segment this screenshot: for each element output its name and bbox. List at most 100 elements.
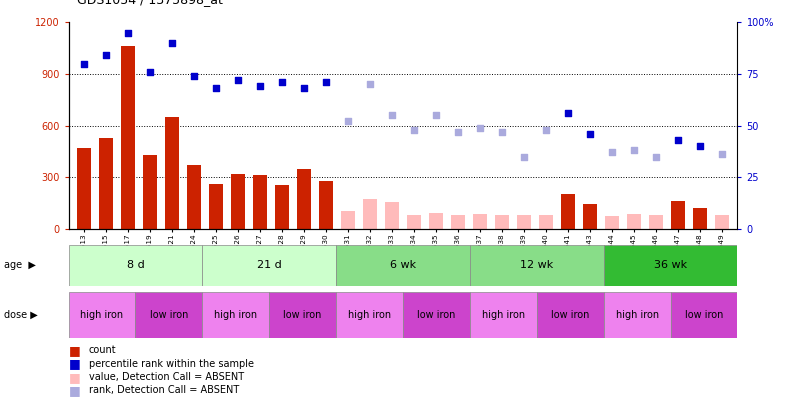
Text: age  ▶: age ▶ [4, 260, 36, 270]
Bar [693, 208, 707, 229]
Bar [297, 168, 311, 229]
Text: 36 wk: 36 wk [654, 260, 688, 270]
Text: high iron: high iron [214, 310, 257, 320]
Bar [269, 292, 336, 338]
Point [276, 79, 289, 85]
Point [364, 81, 376, 87]
Bar [407, 215, 422, 229]
Bar [363, 199, 377, 229]
Point [517, 153, 530, 160]
Bar [253, 175, 267, 229]
Bar [77, 148, 91, 229]
Point [562, 110, 575, 116]
Bar [473, 214, 487, 229]
Bar [583, 204, 597, 229]
Bar [605, 216, 619, 229]
Bar [539, 215, 553, 229]
Point [628, 147, 641, 153]
Text: low iron: low iron [150, 310, 188, 320]
Point [254, 83, 267, 90]
Point [671, 137, 684, 143]
Point [496, 128, 509, 135]
Point [385, 112, 398, 118]
Bar [69, 245, 202, 286]
Bar [451, 215, 465, 229]
Bar [231, 174, 245, 229]
Bar [336, 292, 403, 338]
Bar [275, 185, 289, 229]
Text: ■: ■ [69, 357, 81, 370]
Bar [561, 194, 575, 229]
Text: low iron: low iron [284, 310, 322, 320]
Bar [671, 201, 685, 229]
Text: high iron: high iron [616, 310, 659, 320]
Text: high iron: high iron [348, 310, 391, 320]
Point [474, 124, 487, 131]
Point [143, 68, 156, 75]
Bar [336, 245, 470, 286]
Text: percentile rank within the sample: percentile rank within the sample [89, 359, 254, 369]
Bar [403, 292, 470, 338]
Bar [470, 245, 604, 286]
Text: ■: ■ [69, 371, 81, 384]
Text: rank, Detection Call = ABSENT: rank, Detection Call = ABSENT [89, 386, 239, 395]
Point [99, 52, 112, 59]
Point [694, 143, 707, 149]
Point [165, 40, 178, 46]
Bar [209, 184, 223, 229]
Bar [341, 211, 355, 229]
Text: dose ▶: dose ▶ [4, 310, 38, 320]
Bar [495, 215, 509, 229]
Point [297, 85, 310, 92]
Point [319, 79, 332, 85]
Point [650, 153, 663, 160]
Text: low iron: low iron [418, 310, 455, 320]
Text: count: count [89, 345, 116, 355]
Text: 12 wk: 12 wk [520, 260, 554, 270]
Point [408, 126, 421, 133]
Point [77, 60, 90, 67]
Bar [517, 215, 531, 229]
Text: 6 wk: 6 wk [390, 260, 416, 270]
Bar [121, 46, 135, 229]
Bar [470, 292, 537, 338]
Bar [384, 202, 399, 229]
Text: ■: ■ [69, 384, 81, 397]
Text: high iron: high iron [482, 310, 525, 320]
Point [231, 77, 244, 83]
Bar [143, 155, 157, 229]
Text: high iron: high iron [81, 310, 123, 320]
Bar [429, 213, 443, 229]
Text: value, Detection Call = ABSENT: value, Detection Call = ABSENT [89, 372, 243, 382]
Text: GDS1054 / 1375898_at: GDS1054 / 1375898_at [77, 0, 222, 6]
Bar [604, 245, 737, 286]
Point [430, 112, 442, 118]
Bar [671, 292, 737, 338]
Point [122, 29, 135, 36]
Bar [99, 138, 113, 229]
Point [342, 118, 355, 125]
Bar [715, 215, 729, 229]
Bar [135, 292, 202, 338]
Point [605, 149, 618, 156]
Bar [202, 292, 269, 338]
Text: ■: ■ [69, 344, 81, 357]
Point [584, 130, 596, 137]
Bar [69, 292, 135, 338]
Bar [164, 117, 179, 229]
Bar [202, 245, 336, 286]
Point [539, 126, 552, 133]
Point [210, 85, 222, 92]
Bar [537, 292, 604, 338]
Bar [604, 292, 671, 338]
Text: 8 d: 8 d [127, 260, 144, 270]
Text: 21 d: 21 d [257, 260, 281, 270]
Bar [627, 214, 642, 229]
Point [716, 151, 729, 158]
Text: low iron: low iron [685, 310, 723, 320]
Bar [319, 181, 333, 229]
Bar [187, 165, 201, 229]
Text: low iron: low iron [551, 310, 589, 320]
Point [188, 73, 201, 79]
Bar [649, 215, 663, 229]
